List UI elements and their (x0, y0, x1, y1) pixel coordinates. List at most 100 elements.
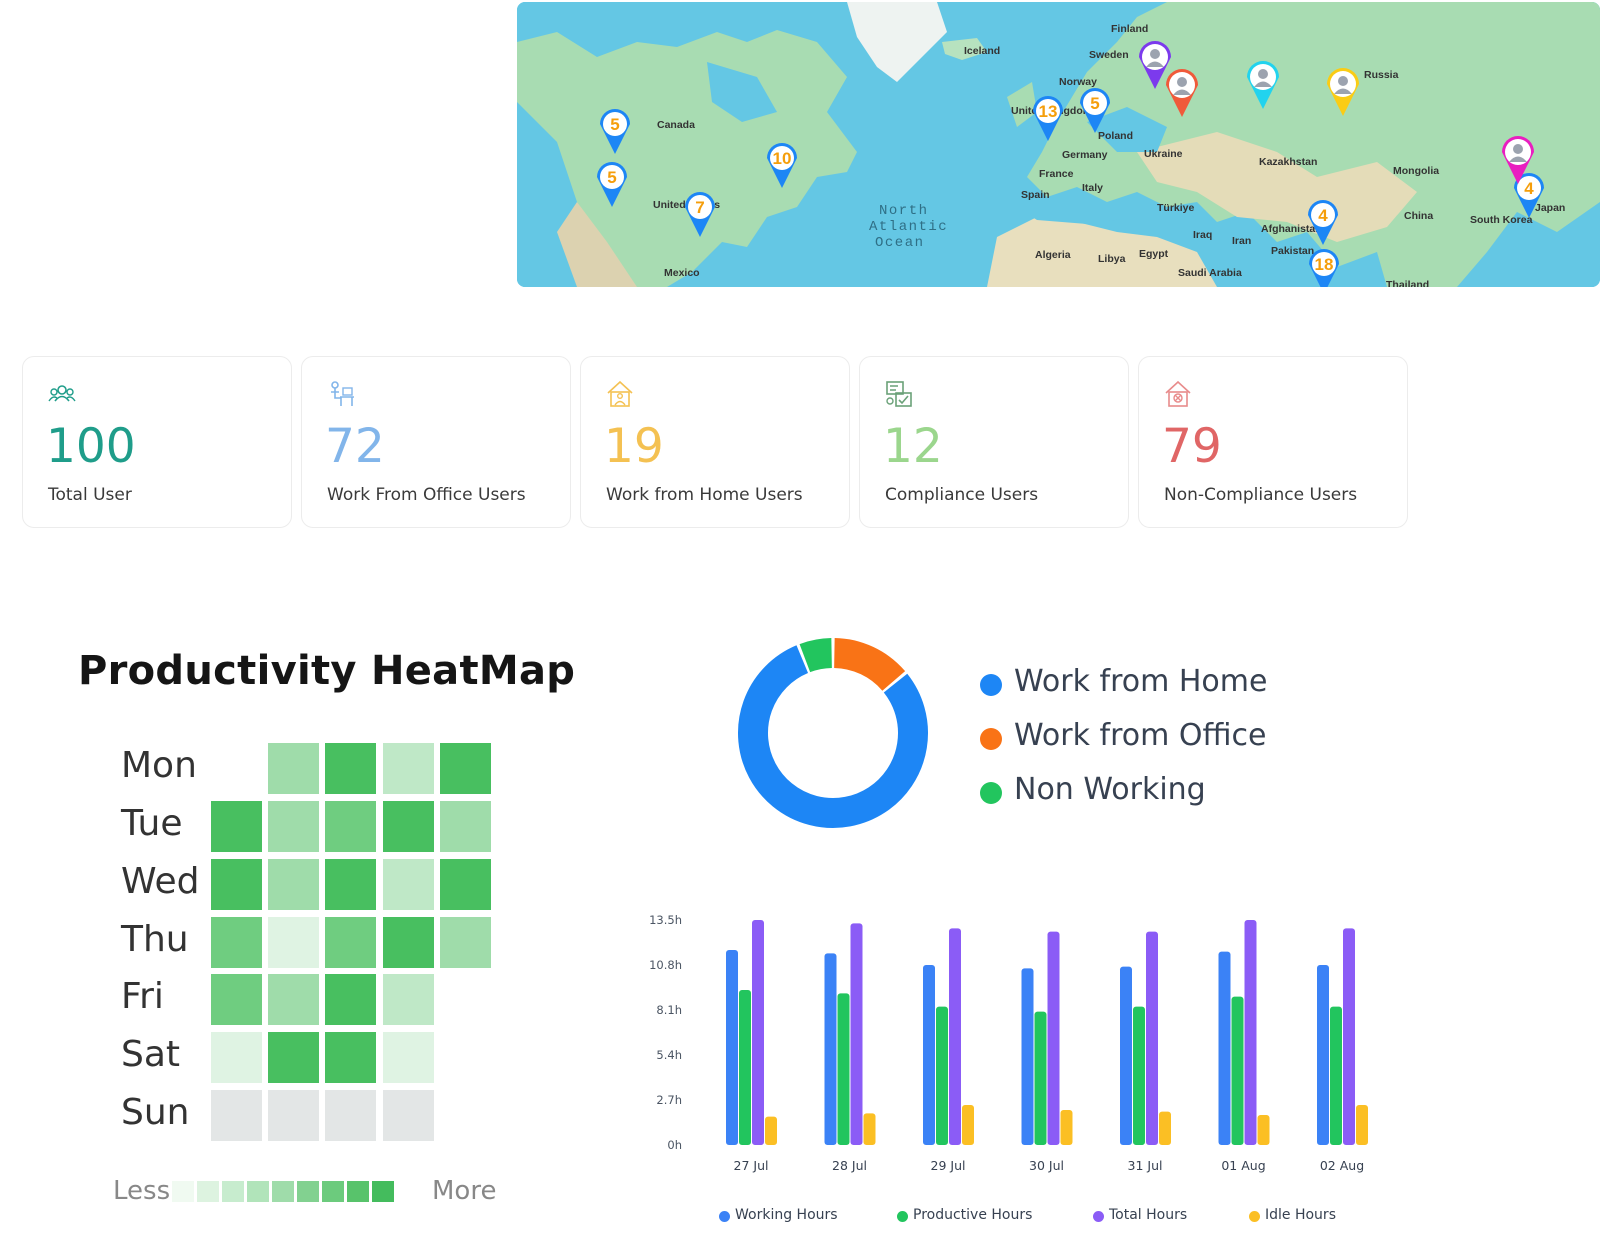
map-pin-japan[interactable]: 4 (1514, 173, 1544, 218)
y-tick-label: 13.5h (649, 913, 682, 927)
stat-card-home-users[interactable]: 19 Work from Home Users (580, 356, 850, 528)
heatmap-cell[interactable] (325, 859, 376, 910)
heatmap-cell[interactable] (211, 974, 262, 1025)
bar-working-hours[interactable] (726, 950, 738, 1145)
bar-working-hours[interactable] (1317, 965, 1329, 1145)
user-pin-siberia[interactable] (1327, 68, 1359, 116)
label-kazakhstan: Kazakhstan (1259, 156, 1317, 168)
heatmap-cell[interactable] (268, 743, 319, 794)
heatmap-cell[interactable] (325, 917, 376, 968)
bar-idle-hours[interactable] (765, 1116, 777, 1145)
user-avatar-icon (1177, 77, 1187, 87)
bar-total-hours[interactable] (1047, 931, 1060, 1145)
map-pin-sanfrancisco[interactable]: 5 (597, 162, 627, 207)
donut-segment-non-working[interactable] (799, 638, 833, 673)
legend-label: Working Hours (735, 1207, 838, 1223)
heatmap-cell[interactable] (268, 917, 319, 968)
work-mode-donut-chart[interactable] (728, 628, 938, 838)
map-pin-denmark[interactable]: 5 (1080, 88, 1110, 133)
bar-idle-hours[interactable] (1356, 1105, 1368, 1145)
user-avatar-icon (1338, 76, 1348, 86)
x-tick-label: 30 Jul (1029, 1158, 1064, 1173)
bar-productive-hours[interactable] (1034, 1011, 1047, 1145)
stat-card-non-compliance-users[interactable]: 79 Non-Compliance Users (1138, 356, 1408, 528)
bar-total-hours[interactable] (1343, 928, 1355, 1145)
user-pin-moscow[interactable] (1166, 69, 1198, 117)
stat-card-office-users[interactable]: 72 Work From Office Users (301, 356, 571, 528)
bar-working-hours[interactable] (1218, 951, 1231, 1145)
label-sweden: Sweden (1089, 49, 1129, 61)
heatmap-cell[interactable] (325, 801, 376, 852)
heatmap-cell[interactable] (211, 801, 262, 852)
heatmap-cell[interactable] (211, 1090, 262, 1141)
bar-total-hours[interactable] (949, 928, 961, 1145)
heatmap-cell[interactable] (383, 859, 434, 910)
stat-card-compliance-users[interactable]: 12 Compliance Users (859, 356, 1129, 528)
map-pin-uk[interactable]: 13 (1033, 96, 1063, 141)
heatmap-cell[interactable] (383, 1032, 434, 1083)
hours-bar-chart[interactable]: 13.5h 10.8h 8.1h 5.4h 2.7h 0h 27 Jul 28 Jul 29 J… (640, 900, 1380, 1185)
heatmap-cell[interactable] (211, 859, 262, 910)
pin-count: 10 (773, 149, 792, 168)
heatmap-cell[interactable] (268, 974, 319, 1025)
heatmap-cell[interactable] (383, 917, 434, 968)
heatmap-cell[interactable] (440, 859, 491, 910)
heatmap-cell[interactable] (325, 1032, 376, 1083)
map-pin-india-south[interactable]: 18 (1309, 249, 1339, 287)
bar-idle-hours[interactable] (1257, 1115, 1270, 1145)
map-canvas[interactable]: Finland Iceland Sweden Norway Russia Can… (517, 2, 1600, 287)
scale-swatch (222, 1181, 244, 1202)
label-iran: Iran (1232, 235, 1251, 247)
bar-total-hours[interactable] (1146, 931, 1158, 1145)
bar-idle-hours[interactable] (1060, 1110, 1073, 1145)
compliance-icon (886, 381, 912, 407)
donut-segment-work-from-office[interactable] (833, 638, 906, 692)
heatmap-cell[interactable] (325, 743, 376, 794)
bar-total-hours[interactable] (850, 923, 863, 1145)
donut-segment-work-from-home[interactable] (738, 645, 928, 828)
bar-working-hours[interactable] (923, 965, 935, 1145)
heatmap-cell[interactable] (211, 1032, 262, 1083)
user-pin-korea[interactable] (1502, 136, 1534, 184)
office-desk-icon (331, 381, 354, 406)
heatmap-cell[interactable] (268, 859, 319, 910)
bar-total-hours[interactable] (1244, 920, 1257, 1145)
bar-idle-hours[interactable] (962, 1105, 974, 1145)
bar-productive-hours[interactable] (739, 990, 751, 1145)
heatmap-cell[interactable] (268, 801, 319, 852)
bar-idle-hours[interactable] (863, 1113, 876, 1145)
scale-swatch (372, 1181, 394, 1202)
heatmap-cell[interactable] (268, 1032, 319, 1083)
bar-productive-hours[interactable] (1231, 996, 1244, 1145)
heatmap-cell[interactable] (211, 917, 262, 968)
map-pin-vancouver[interactable]: 5 (600, 109, 630, 154)
bar-productive-hours[interactable] (1330, 1006, 1342, 1145)
heatmap-cell[interactable] (440, 801, 491, 852)
bar-productive-hours[interactable] (1133, 1006, 1145, 1145)
bar-idle-hours[interactable] (1159, 1111, 1171, 1145)
heatmap-cell[interactable] (325, 1090, 376, 1141)
bar-working-hours[interactable] (1120, 966, 1132, 1145)
label-ocean-2: Atlantic (869, 219, 948, 235)
map-pin-texas[interactable]: 7 (685, 192, 715, 237)
heatmap-cell[interactable] (383, 743, 434, 794)
heatmap-cell[interactable] (383, 1090, 434, 1141)
bar-working-hours[interactable] (824, 953, 837, 1145)
heatmap-cell[interactable] (268, 1090, 319, 1141)
bar-working-hours[interactable] (1021, 968, 1034, 1145)
heatmap-cell[interactable] (383, 801, 434, 852)
map-pin-toronto[interactable]: 10 (767, 143, 797, 188)
bar-productive-hours[interactable] (837, 993, 850, 1145)
heatmap-cell[interactable] (440, 743, 491, 794)
label-germany: Germany (1062, 149, 1108, 161)
heatmap-cell[interactable] (325, 974, 376, 1025)
user-pin-urals[interactable] (1247, 61, 1279, 109)
heatmap-cell[interactable] (440, 917, 491, 968)
user-pin-sweden[interactable] (1139, 41, 1171, 89)
stat-card-total-users[interactable]: 100 Total User (22, 356, 292, 528)
world-map[interactable]: Finland Iceland Sweden Norway Russia Can… (517, 2, 1600, 287)
bar-productive-hours[interactable] (936, 1006, 948, 1145)
map-pin-india-north[interactable]: 4 (1308, 200, 1338, 245)
heatmap-cell[interactable] (383, 974, 434, 1025)
bar-total-hours[interactable] (752, 920, 764, 1145)
